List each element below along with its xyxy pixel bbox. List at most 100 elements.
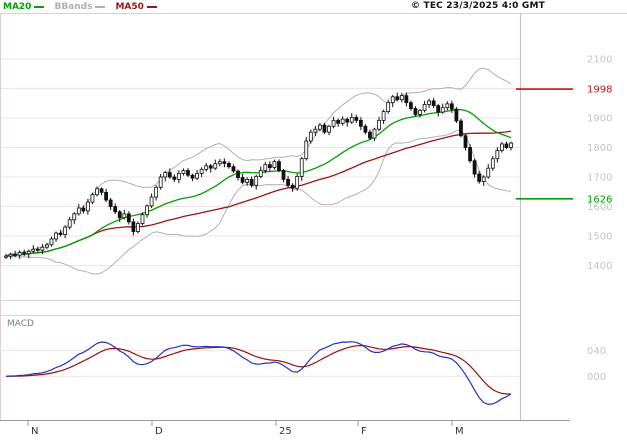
candle-body: [308, 131, 313, 142]
candle-body: [31, 248, 36, 252]
candle-body: [208, 165, 213, 169]
candle-body: [126, 213, 131, 223]
candle-body: [418, 109, 422, 115]
bbands-line-sample-icon: [95, 5, 106, 8]
candle-body: [449, 103, 454, 110]
candle-body: [459, 120, 463, 137]
candle-body: [258, 170, 263, 177]
candle-body: [358, 119, 363, 127]
candle-body: [186, 170, 190, 176]
macd-signal-line: [6, 344, 511, 395]
price-level-label: 1626: [587, 194, 612, 205]
chart-legend: MA20 BBands MA50: [3, 1, 157, 12]
candle-body: [299, 158, 304, 177]
candle-body: [172, 176, 177, 180]
candle-body: [113, 206, 118, 213]
price-tick-label: 1700: [587, 173, 612, 184]
candle-body: [231, 166, 236, 172]
candle-body: [13, 253, 17, 256]
candle-body: [331, 119, 336, 127]
candle-body: [8, 253, 13, 257]
candle-body: [454, 108, 459, 122]
candle-body: [427, 100, 432, 105]
candle-body: [263, 164, 268, 171]
candle-body: [386, 102, 391, 112]
candle-body: [199, 168, 204, 174]
candle-body: [490, 158, 495, 169]
candle-body: [122, 213, 127, 219]
candle-body: [108, 199, 113, 207]
price-tick-label: 1600: [587, 202, 612, 213]
candle-body: [477, 173, 482, 182]
candle-body: [422, 104, 427, 111]
candle-body: [468, 147, 472, 162]
candle-body: [354, 117, 359, 121]
candle-body: [436, 105, 441, 113]
candle-body: [413, 108, 418, 115]
macd-tick-label: 000: [587, 372, 606, 383]
legend-label-ma50: MA50: [115, 1, 144, 12]
candle-body: [40, 246, 45, 251]
price-tick-label: 1400: [587, 261, 612, 272]
candle-body: [395, 96, 400, 101]
candle-body: [176, 173, 181, 180]
candle-body: [145, 205, 149, 216]
candle-body: [140, 214, 145, 225]
candle-body: [81, 207, 86, 212]
candle-body: [163, 172, 168, 178]
candle-body: [99, 188, 104, 193]
candle-body: [431, 100, 436, 107]
ma50-line: [5, 130, 512, 257]
candle-body: [481, 176, 486, 182]
candle-body: [486, 167, 491, 178]
candle-body: [349, 117, 354, 123]
candle-body: [58, 232, 63, 235]
month-label: D: [155, 426, 163, 437]
candle-body: [136, 223, 140, 232]
candle-body: [345, 118, 350, 123]
candle-body: [363, 125, 368, 133]
candle-body: [336, 119, 341, 124]
candle-body: [236, 170, 240, 178]
candle-body: [404, 95, 409, 104]
candle-body: [463, 135, 468, 148]
price-level-label: 1998: [587, 85, 612, 96]
candle-body: [445, 103, 450, 109]
candle-body: [500, 143, 504, 151]
candle-body: [67, 219, 72, 228]
bollinger-lower-band: [5, 129, 512, 275]
ma50-line-sample-icon: [146, 5, 157, 8]
month-label: M: [455, 426, 464, 437]
candle-body: [322, 124, 327, 133]
candle-body: [90, 194, 95, 203]
candle-body: [277, 161, 281, 171]
candle-body: [254, 176, 259, 186]
candle-body: [295, 176, 300, 189]
candle-body: [49, 238, 54, 246]
legend-item-ma20: MA20: [3, 2, 45, 12]
candle-body: [495, 150, 500, 160]
candle-body: [149, 196, 154, 207]
candle-body: [281, 170, 286, 180]
candle-body: [399, 95, 404, 101]
candle-body: [195, 173, 199, 179]
candle-body: [131, 221, 136, 232]
candle-body: [117, 211, 122, 219]
candle-body: [35, 248, 40, 251]
candle-body: [45, 244, 49, 248]
candle-body: [272, 161, 277, 168]
legend-item-bbands: BBands: [54, 2, 106, 12]
candle-body: [372, 128, 377, 139]
candle-body: [167, 172, 172, 178]
candle-body: [154, 186, 159, 198]
candle-body: [340, 118, 345, 124]
month-label: N: [31, 426, 38, 437]
candle-body: [381, 111, 386, 121]
candle-body: [54, 232, 58, 240]
candle-body: [327, 125, 331, 133]
candle-body: [22, 252, 27, 255]
ma20-line: [5, 108, 512, 257]
price-tick-label: 2100: [587, 55, 612, 66]
